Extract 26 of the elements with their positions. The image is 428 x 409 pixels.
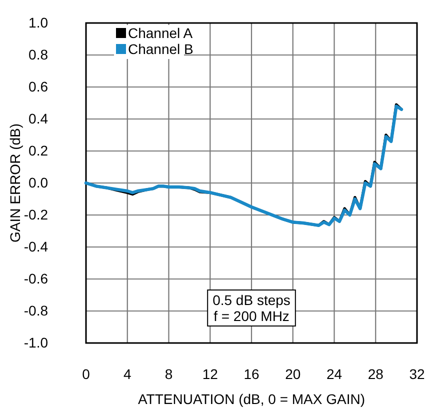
annotation: f = 200 MHz (214, 308, 290, 324)
y-tick-label: -1.0 (24, 334, 48, 350)
y-tick-label: 0.0 (28, 174, 48, 190)
y-tick-label: 0.4 (28, 110, 48, 126)
y-tick-label: 0.6 (28, 78, 48, 94)
x-tick-label: 28 (368, 366, 384, 382)
y-tick-label: -0.2 (24, 206, 48, 222)
x-tick-label: 32 (409, 366, 425, 382)
x-tick-label: 24 (326, 366, 342, 382)
x-tick-label: 0 (82, 366, 90, 382)
annotation: 0.5 dB steps (212, 292, 290, 308)
x-tick-label: 20 (285, 366, 301, 382)
y-tick-label: 0.8 (28, 46, 48, 62)
y-tick-label: 0.2 (28, 142, 48, 158)
y-axis-title: GAIN ERROR (dB) (7, 123, 23, 243)
x-tick-label: 12 (202, 366, 218, 382)
y-tick-label: -0.4 (24, 238, 48, 254)
y-tick-label: -0.8 (24, 302, 48, 318)
x-tick-label: 4 (123, 366, 132, 382)
legend-label: Channel B (128, 41, 194, 57)
y-tick-label: 1.0 (28, 14, 48, 30)
x-axis-title: ATTENUATION (dB, 0 = MAX GAIN) (138, 391, 366, 407)
legend-label: Channel A (128, 25, 194, 41)
x-tick-label: 8 (164, 366, 173, 382)
y-tick-label: -0.6 (24, 270, 48, 286)
x-tick-label: 16 (244, 366, 260, 382)
